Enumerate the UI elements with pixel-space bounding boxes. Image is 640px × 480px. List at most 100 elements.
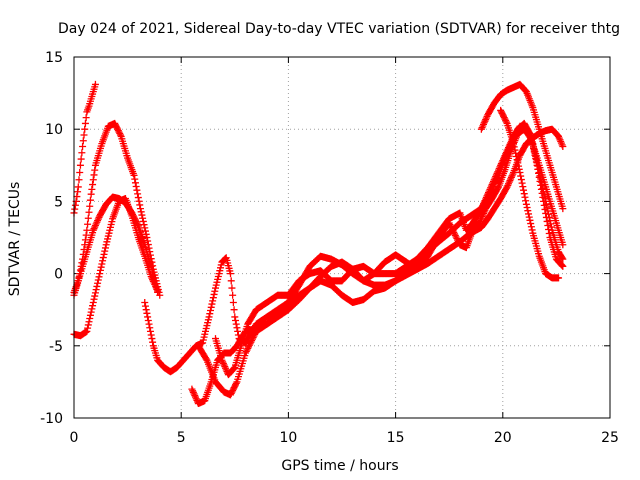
data-point	[525, 210, 533, 218]
data-point	[234, 327, 242, 335]
data-point	[80, 131, 88, 139]
data-point	[452, 233, 460, 241]
data-point	[149, 276, 157, 284]
data-point	[232, 379, 240, 387]
data-point	[515, 165, 523, 173]
data-point	[89, 176, 97, 184]
data-point	[523, 203, 531, 211]
data-point	[89, 298, 97, 306]
data-point	[150, 279, 158, 287]
data-point	[86, 196, 94, 204]
data-point	[149, 338, 157, 346]
data-point	[230, 364, 238, 372]
data-point	[88, 305, 96, 313]
data-point	[71, 205, 79, 213]
data-point	[74, 183, 82, 191]
data-point	[558, 262, 566, 270]
data-point	[451, 230, 459, 238]
data-point	[507, 175, 515, 183]
data-point	[503, 149, 511, 157]
data-point	[503, 183, 511, 191]
data-point	[522, 200, 530, 208]
data-point	[91, 221, 99, 229]
data-point	[84, 214, 92, 222]
data-point	[529, 141, 537, 149]
data-point	[519, 183, 527, 191]
data-point	[93, 218, 101, 226]
data-point	[91, 223, 99, 231]
data-point	[559, 143, 567, 151]
data-point	[144, 313, 152, 321]
series-track-4	[70, 195, 162, 340]
data-point	[202, 355, 210, 363]
data-point	[77, 155, 85, 163]
data-point	[531, 151, 539, 159]
data-point	[147, 272, 155, 280]
y-tick-label: 0	[54, 267, 63, 283]
data-point	[79, 137, 87, 145]
data-point	[559, 241, 567, 249]
data-point	[231, 313, 239, 321]
data-point	[555, 274, 563, 282]
data-point	[450, 228, 458, 236]
data-point	[74, 188, 82, 196]
data-point	[232, 317, 240, 325]
data-point	[131, 175, 139, 183]
data-point	[250, 332, 258, 340]
data-point	[490, 181, 498, 189]
data-point	[242, 347, 250, 355]
data-point	[477, 125, 485, 133]
data-point	[230, 306, 238, 314]
data-point	[94, 276, 102, 284]
y-tick-label: 10	[45, 122, 63, 138]
data-point	[100, 250, 108, 258]
data-point	[141, 227, 149, 235]
data-point	[207, 307, 215, 315]
data-point	[245, 343, 253, 351]
data-point	[96, 270, 104, 278]
data-point	[209, 294, 217, 302]
data-point	[229, 298, 237, 306]
data-point	[81, 125, 89, 133]
data-point	[251, 330, 259, 338]
x-tick-label: 20	[494, 430, 512, 446]
data-point	[449, 227, 457, 235]
data-point	[493, 175, 501, 183]
data-point	[147, 331, 155, 339]
data-point	[210, 290, 218, 298]
data-point	[148, 335, 156, 343]
data-point	[505, 180, 513, 188]
data-point	[528, 226, 536, 234]
data-point	[146, 324, 154, 332]
data-point	[91, 289, 99, 297]
data-point	[94, 215, 102, 223]
data-point	[245, 341, 253, 349]
data-point	[475, 219, 483, 227]
data-point	[151, 282, 159, 290]
data-point	[189, 387, 197, 395]
data-point	[219, 359, 227, 367]
data-point	[232, 320, 240, 328]
data-point	[90, 225, 98, 233]
data-point	[545, 229, 553, 237]
data-point	[149, 277, 157, 285]
data-point	[191, 392, 199, 400]
data-point	[447, 224, 455, 232]
data-point	[542, 213, 550, 221]
data-point	[512, 152, 520, 160]
data-point	[244, 344, 252, 352]
data-point	[559, 255, 567, 263]
data-point	[218, 356, 226, 364]
data-point	[97, 263, 105, 271]
data-point	[510, 140, 518, 148]
data-point	[87, 308, 95, 316]
data-point	[478, 124, 486, 132]
data-point	[526, 130, 534, 138]
data-point	[491, 179, 499, 187]
data-point	[532, 158, 540, 166]
data-point	[86, 202, 94, 210]
data-point	[91, 166, 99, 174]
data-point	[509, 170, 517, 178]
series-track-7	[194, 125, 567, 399]
